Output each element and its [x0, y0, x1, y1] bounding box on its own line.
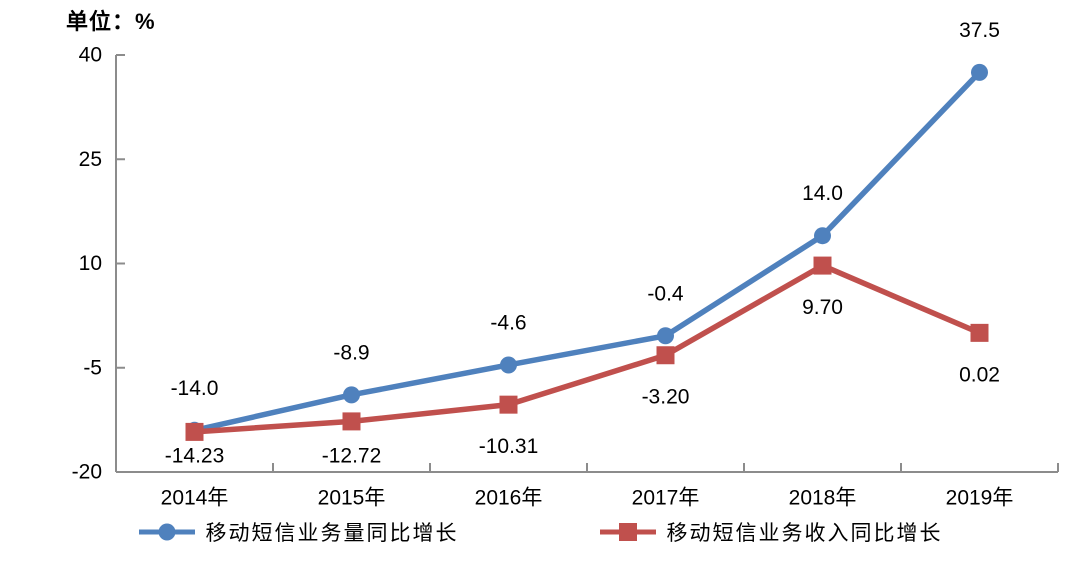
data-point-label: 37.5 — [959, 19, 1000, 42]
y-axis-tick-label: 40 — [79, 44, 102, 67]
data-point-marker — [185, 422, 204, 441]
y-axis-tick-label: -5 — [83, 356, 102, 379]
unit-label: 单位：% — [66, 9, 156, 34]
data-point-marker — [342, 412, 361, 431]
data-point-label: -12.72 — [322, 445, 382, 468]
data-point-label: 9.70 — [802, 296, 843, 319]
data-point-marker — [970, 323, 989, 342]
data-point-marker — [971, 63, 988, 81]
x-axis-tick-label: 2015年 — [318, 487, 386, 510]
data-point-marker — [657, 327, 674, 345]
data-point-marker — [813, 256, 832, 275]
y-axis-tick-label: -20 — [72, 461, 102, 484]
x-axis-tick-label: 2014年 — [161, 487, 229, 510]
legend-marker-revenue-square-icon — [599, 523, 656, 541]
data-point-marker — [656, 346, 675, 365]
data-point-label: -4.6 — [490, 311, 526, 334]
series-line-0 — [191, 69, 983, 434]
y-axis-tick-label: 25 — [79, 148, 102, 171]
legend-label-revenue: 移动短信业务收入同比增长 — [666, 522, 943, 545]
legend-item-volume: 移动短信业务量同比增长 — [138, 517, 459, 547]
y-axis-tick-label: 10 — [79, 252, 102, 275]
data-point-label: -10.31 — [479, 435, 539, 458]
series-line-1 — [191, 262, 983, 435]
data-point-marker — [814, 227, 831, 245]
legend-label-volume: 移动短信业务量同比增长 — [205, 522, 459, 545]
line-chart: 40 25 10 -5 -20 2014年 2015年 2016年 2017年 2018年 2019… — [72, 19, 1059, 510]
legend-item-revenue: 移动短信业务收入同比增长 — [599, 517, 943, 547]
data-point-label: -3.20 — [642, 386, 690, 409]
data-point-label: -14.23 — [165, 445, 225, 468]
data-point-marker — [343, 386, 360, 404]
data-point-label: -0.4 — [647, 282, 684, 305]
legend: 移动短信业务量同比增长 移动短信业务收入同比增长 — [0, 512, 1080, 552]
data-point-label: -14.0 — [171, 377, 219, 400]
legend-marker-volume-circle-icon — [138, 523, 195, 541]
x-axis-tick-label: 2018年 — [789, 487, 857, 510]
x-axis-tick-label: 2017年 — [632, 487, 700, 510]
x-axis-tick-label: 2019年 — [946, 487, 1014, 510]
data-point-marker — [499, 395, 518, 414]
x-axis-tick-label: 2016年 — [475, 487, 543, 510]
data-point-label: -8.9 — [333, 341, 369, 364]
data-point-marker — [500, 356, 517, 374]
data-point-label: 0.02 — [959, 363, 1000, 386]
data-point-label: 14.0 — [802, 182, 843, 205]
